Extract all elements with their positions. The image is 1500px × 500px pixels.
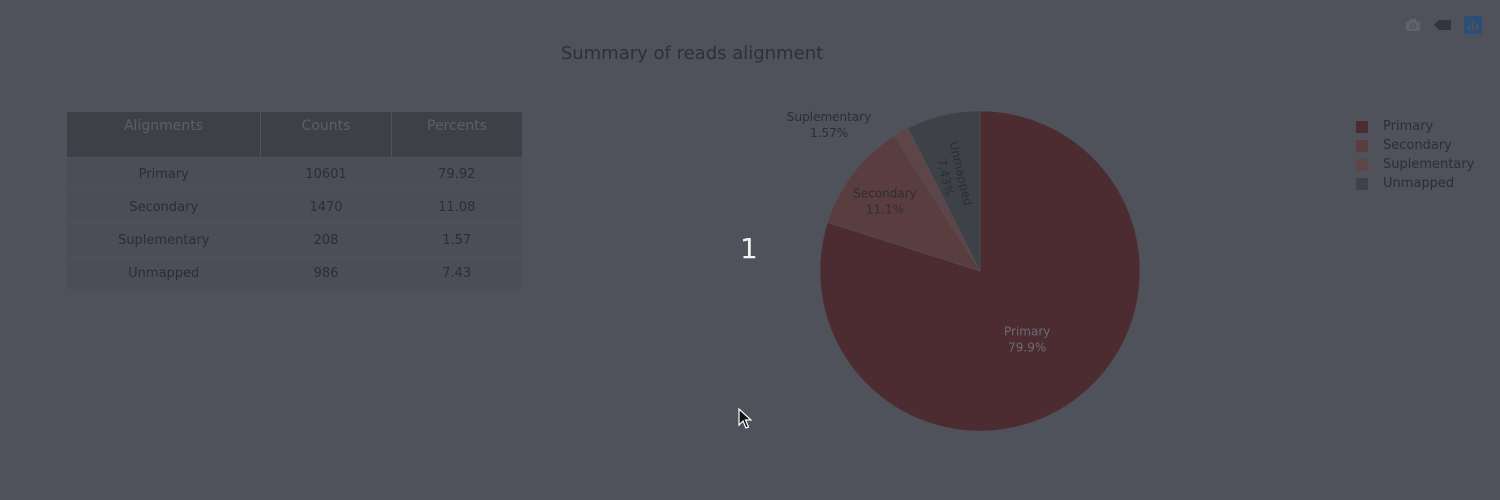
legend-label: Suplementary xyxy=(1383,157,1475,172)
legend-item-secondary[interactable]: Secondary xyxy=(1356,136,1474,155)
cell-alignment: Unmapped xyxy=(67,256,261,289)
cell-count: 208 xyxy=(260,223,392,257)
table-row: Primary 10601 79.92 xyxy=(67,157,522,191)
cell-alignment: Primary xyxy=(67,157,261,191)
cell-percent: 7.43 xyxy=(391,256,522,289)
mouse-cursor-icon xyxy=(738,408,753,429)
pie-label-primary: Primary 79.9% xyxy=(1004,325,1050,355)
header-percents: Percents xyxy=(391,112,522,158)
pie-slice-secondary[interactable] xyxy=(827,135,981,272)
plotly-logo-icon[interactable] xyxy=(1464,16,1482,34)
modebar xyxy=(1404,16,1482,34)
legend-label: Secondary xyxy=(1383,138,1452,153)
cell-count: 986 xyxy=(260,256,392,289)
legend-swatch xyxy=(1356,177,1368,190)
cell-percent: 1.57 xyxy=(391,223,522,257)
cell-alignment: Suplementary xyxy=(67,223,261,257)
table-row: Unmapped 986 7.43 xyxy=(67,256,522,289)
legend-item-unmapped[interactable]: Unmapped xyxy=(1356,174,1474,193)
header-alignments: Alignments xyxy=(67,112,261,158)
pie-label-suplementary: Suplementary 1.57% xyxy=(787,110,871,140)
table-row: Secondary 1470 11.08 xyxy=(67,190,522,224)
cell-percent: 79.92 xyxy=(391,157,522,191)
cell-percent: 11.08 xyxy=(391,190,522,224)
legend-swatch xyxy=(1356,139,1368,152)
table-row: Suplementary 208 1.57 xyxy=(67,223,522,257)
chart-legend: Primary Secondary Suplementary Unmapped xyxy=(1356,117,1474,193)
pie-label-secondary: Secondary 11.1% xyxy=(853,187,917,217)
chart-title: Summary of reads alignment xyxy=(560,43,824,64)
pie-slice-unmapped[interactable] xyxy=(907,110,981,272)
cell-alignment: Secondary xyxy=(67,190,261,224)
table-header-row: Alignments Counts Percents xyxy=(67,112,522,158)
cell-count: 1470 xyxy=(260,190,392,224)
legend-label: Unmapped xyxy=(1383,176,1455,191)
alignment-summary-table: Alignments Counts Percents Primary 10601… xyxy=(67,112,522,289)
overlay-number-label: 1 xyxy=(740,232,758,265)
legend-swatch xyxy=(1356,120,1368,133)
camera-icon[interactable] xyxy=(1404,16,1422,34)
legend-swatch xyxy=(1356,158,1368,171)
legend-item-suplementary[interactable]: Suplementary xyxy=(1356,155,1474,174)
tag-icon[interactable] xyxy=(1434,16,1452,34)
legend-item-primary[interactable]: Primary xyxy=(1356,117,1474,136)
cell-count: 10601 xyxy=(260,157,392,191)
legend-label: Primary xyxy=(1383,119,1434,134)
header-counts: Counts xyxy=(260,112,392,158)
